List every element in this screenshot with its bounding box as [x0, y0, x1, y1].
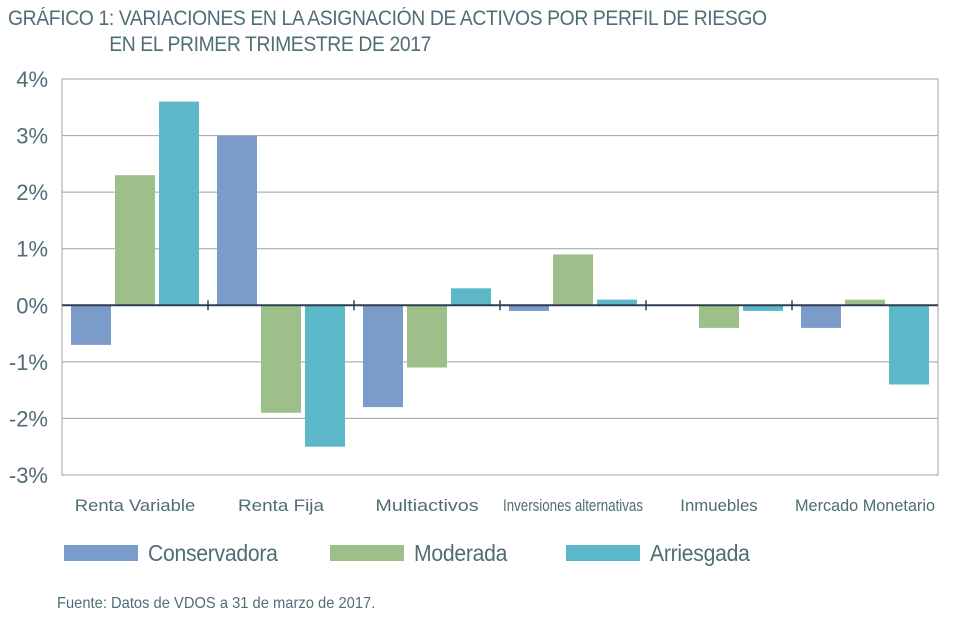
legend-swatch [64, 545, 138, 561]
bar-conservadora-renta-fija [217, 135, 257, 306]
bar-moderada-multiactivos [407, 305, 447, 368]
y-tick-label: 2% [16, 180, 48, 205]
source-note: Fuente: Datos de VDOS a 31 de marzo de 2… [57, 595, 376, 612]
bar-conservadora-mercado-monetario [801, 305, 841, 328]
y-tick-label: 0% [16, 293, 48, 318]
bar-arriesgada-renta-variable [159, 101, 199, 306]
x-tick-label: Renta Variable [75, 496, 195, 515]
legend-label: Arriesgada [650, 539, 750, 566]
legend-swatch [330, 545, 404, 561]
bar-conservadora-multiactivos [363, 305, 403, 408]
bar-conservadora-renta-variable [71, 305, 111, 345]
bar-moderada-renta-variable [115, 175, 155, 306]
chart-title: GRÁFICO 1: VARIACIONES EN LA ASIGNACIÓN … [8, 6, 767, 58]
legend-item-arriesgada: Arriesgada [566, 538, 758, 568]
bar-arriesgada-renta-fija [305, 305, 345, 447]
x-tick-label: Renta Fija [238, 496, 325, 515]
legend: Conservadora Moderada Arriesgada [64, 538, 944, 570]
chart-title-line1: GRÁFICO 1: VARIACIONES EN LA ASIGNACIÓN … [8, 7, 767, 30]
y-tick-label: -1% [9, 350, 48, 375]
bar-moderada-renta-fija [261, 305, 301, 413]
y-tick-label: 1% [16, 237, 48, 262]
bar-arriesgada-inversiones-alternativas [597, 299, 637, 306]
legend-item-moderada: Moderada [330, 538, 515, 568]
legend-label: Conservadora [148, 539, 278, 566]
x-tick-label: Inmuebles [680, 496, 757, 515]
x-tick-label: Multiactivos [375, 496, 478, 515]
y-tick-label: 4% [16, 67, 48, 92]
y-tick-label: 3% [16, 124, 48, 149]
chart-title-line2: EN EL PRIMER TRIMESTRE DE 2017 [109, 33, 431, 56]
legend-swatch [566, 545, 640, 561]
bar-moderada-inversiones-alternativas [553, 254, 593, 306]
x-tick-label: Inversiones alternativas [503, 496, 643, 515]
bar-arriesgada-inmuebles [743, 305, 783, 311]
bar-conservadora-inversiones-alternativas [509, 305, 549, 311]
legend-item-conservadora: Conservadora [64, 538, 289, 568]
x-tick-label: Mercado Monetario [795, 496, 935, 515]
bar-moderada-inmuebles [699, 305, 739, 328]
legend-label: Moderada [414, 539, 508, 566]
y-tick-label: -3% [9, 463, 48, 488]
bar-arriesgada-multiactivos [451, 288, 491, 306]
y-tick-label: -2% [9, 406, 48, 431]
bar-moderada-mercado-monetario [845, 299, 885, 306]
bar-arriesgada-mercado-monetario [889, 305, 929, 385]
